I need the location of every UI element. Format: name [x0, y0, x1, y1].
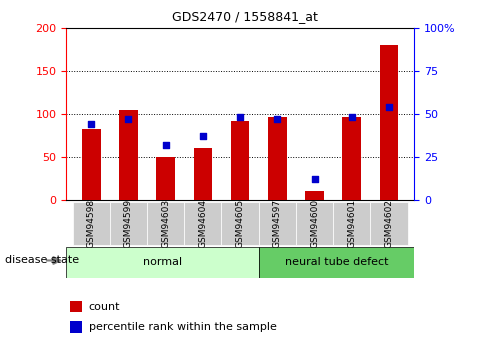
- Bar: [70, 322, 82, 333]
- FancyBboxPatch shape: [296, 202, 333, 245]
- Bar: [231, 121, 249, 200]
- Text: GSM94599: GSM94599: [124, 199, 133, 248]
- Point: [236, 115, 244, 120]
- Point: [124, 116, 132, 122]
- Text: percentile rank within the sample: percentile rank within the sample: [89, 322, 277, 332]
- Bar: [259, 247, 414, 278]
- Text: normal: normal: [143, 257, 182, 267]
- Text: GSM94602: GSM94602: [385, 199, 393, 248]
- Text: GSM94604: GSM94604: [198, 199, 207, 248]
- Point: [87, 121, 95, 127]
- Text: neural tube defect: neural tube defect: [285, 257, 389, 267]
- FancyBboxPatch shape: [184, 202, 221, 245]
- Bar: [70, 301, 82, 313]
- Bar: [343, 117, 361, 200]
- Bar: [380, 45, 398, 200]
- Text: GDS2470 / 1558841_at: GDS2470 / 1558841_at: [172, 10, 318, 23]
- Bar: [156, 157, 175, 200]
- FancyBboxPatch shape: [147, 202, 184, 245]
- Text: GSM94603: GSM94603: [161, 199, 170, 248]
- Text: GSM94598: GSM94598: [87, 199, 96, 248]
- FancyBboxPatch shape: [73, 202, 110, 245]
- FancyBboxPatch shape: [370, 202, 408, 245]
- Bar: [305, 191, 324, 200]
- Text: GSM94601: GSM94601: [347, 199, 356, 248]
- Point: [311, 177, 319, 182]
- FancyBboxPatch shape: [110, 202, 147, 245]
- FancyBboxPatch shape: [221, 202, 259, 245]
- Bar: [194, 148, 212, 200]
- Bar: [268, 117, 287, 200]
- Bar: [119, 110, 138, 200]
- Point: [385, 104, 393, 110]
- Point: [199, 134, 207, 139]
- Text: GSM94605: GSM94605: [236, 199, 245, 248]
- Point: [162, 142, 170, 148]
- Text: disease state: disease state: [5, 256, 79, 265]
- Text: count: count: [89, 302, 120, 312]
- FancyBboxPatch shape: [259, 202, 296, 245]
- Point: [348, 115, 356, 120]
- Text: GSM94600: GSM94600: [310, 199, 319, 248]
- Bar: [82, 129, 100, 200]
- FancyBboxPatch shape: [333, 202, 370, 245]
- Bar: [66, 247, 259, 278]
- Text: GSM94597: GSM94597: [273, 199, 282, 248]
- Point: [273, 116, 281, 122]
